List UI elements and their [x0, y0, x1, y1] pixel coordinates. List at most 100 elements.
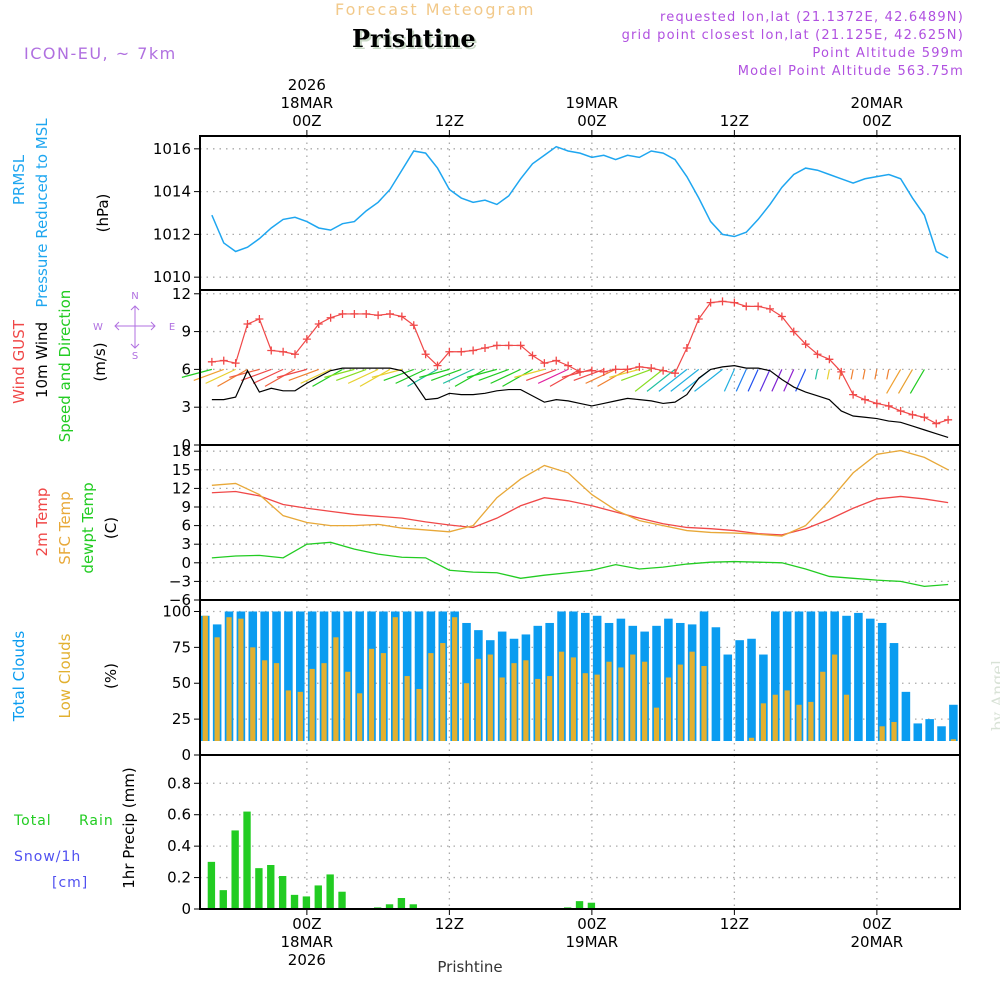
low-clouds-bar — [642, 661, 648, 741]
wind-direction-arrow — [419, 368, 450, 378]
low-clouds-bar — [357, 693, 363, 741]
wind-gust-marker — [742, 302, 751, 311]
total-clouds-bar — [462, 622, 471, 741]
wind-speed-line — [211, 365, 949, 439]
wind-direction-arrow — [694, 368, 723, 392]
wind-gust-marker — [397, 312, 406, 321]
wind-direction-arrow — [407, 368, 438, 387]
wind-direction-arrow — [909, 369, 925, 394]
precip-bar — [231, 830, 239, 909]
low-clouds-bar — [665, 677, 672, 741]
wind-direction-arrow — [814, 369, 819, 380]
low-clouds-bar — [772, 694, 778, 741]
wind-direction-arrow — [300, 368, 331, 384]
station-name: Prishtine — [352, 24, 476, 53]
total-clouds-bar — [652, 625, 661, 741]
total-clouds-bar — [949, 704, 958, 741]
y-tick-label: 12 — [172, 479, 191, 497]
wind-gust-marker — [528, 351, 537, 360]
x-tick-label-bottom: 00Z — [577, 915, 606, 933]
wind-gust-marker — [944, 415, 953, 424]
wind-gust-marker — [706, 298, 715, 307]
low-clouds-bar — [535, 678, 541, 741]
wind-gust-marker — [576, 367, 584, 376]
total-clouds-bar — [735, 640, 744, 741]
total-clouds-bar — [284, 611, 293, 741]
y-tick-label: 0 — [181, 436, 191, 454]
wind-gust-marker — [338, 309, 347, 318]
precip-bar — [385, 904, 394, 909]
total-clouds-bar — [771, 611, 780, 741]
wind-gust-marker — [457, 347, 466, 356]
wind-direction-arrow — [771, 369, 783, 392]
wind-direction-arrow — [526, 368, 557, 381]
low-clouds-bar — [262, 660, 268, 741]
wind-direction-arrow — [324, 368, 355, 378]
low-clouds-bar — [285, 690, 292, 741]
low-clouds-bar — [820, 671, 826, 741]
x-tick-label-bottom: 12Z — [435, 915, 464, 933]
wind-gust-label: Wind GUST — [10, 319, 28, 404]
low-clouds-bar — [416, 688, 422, 741]
wind-gust-marker — [492, 341, 501, 350]
wind-gust-marker — [611, 365, 620, 374]
wind-gust-marker — [754, 302, 763, 311]
total-clouds-bar — [782, 611, 792, 741]
wind-gust-marker — [718, 297, 727, 306]
wind-direction-arrow — [478, 368, 509, 381]
x-tick-label-top: 00Z — [292, 112, 321, 130]
low-clouds-bar — [689, 651, 695, 741]
low-clouds-bar — [558, 651, 565, 741]
panel-clouds: 0 25 50 75 100 — [162, 599, 961, 764]
point-altitude: Point Altitude 599m — [812, 46, 964, 61]
low-clouds-bar — [321, 663, 327, 741]
compass-north: N — [131, 291, 138, 302]
wind-10m-label: 10m Wind — [33, 322, 51, 398]
wind-direction-arrow — [850, 369, 854, 380]
wind-direction-arrow — [181, 368, 213, 378]
wind-direction-arrow — [383, 368, 414, 381]
precip-bar — [326, 874, 334, 909]
low-clouds-bar — [582, 673, 588, 741]
low-clouds-bar — [760, 703, 767, 741]
y-tick-label: −3 — [169, 572, 191, 590]
precip-bar — [243, 811, 251, 909]
low-clouds-bar — [404, 676, 410, 741]
wind-gust-marker — [362, 309, 371, 318]
total-clouds-bar — [937, 726, 946, 741]
wind-speed-direction-label: Speed and Direction — [56, 290, 74, 443]
wind-gust-marker — [540, 359, 549, 368]
x-tick-label-bottom: 20MAR — [851, 933, 904, 951]
precip-bar — [278, 876, 287, 909]
temp-unit-label: (C) — [102, 517, 120, 539]
wind-direction-arrow — [252, 368, 284, 384]
wind-direction-arrow — [276, 368, 308, 378]
wind-gust-marker — [564, 361, 573, 370]
low-clouds-bar — [547, 676, 553, 741]
y-tick-label: −6 — [169, 591, 191, 609]
wind-direction-arrow — [597, 368, 628, 387]
wind-direction-arrow — [609, 368, 640, 378]
wind-direction-arrow — [371, 368, 403, 378]
wind-unit-label: (m/s) — [91, 342, 109, 381]
meteogram-title: Forecast Meteogram — [335, 0, 536, 19]
compass-south: S — [132, 351, 138, 362]
wind-gust-marker — [849, 390, 858, 399]
wind-direction-arrow — [585, 368, 616, 384]
wind-gust-marker — [587, 366, 596, 375]
wind-direction-arrow — [241, 368, 272, 381]
wind-gust-marker — [682, 343, 691, 352]
low-clouds-bar — [392, 617, 398, 741]
precip-bar — [338, 891, 346, 909]
wind-gust-marker — [932, 419, 941, 428]
y-tick-label: 9 — [181, 323, 191, 341]
wind-gust-marker — [730, 298, 739, 307]
wind-gust-marker — [789, 327, 798, 336]
wind-gust-marker — [516, 341, 525, 350]
wind-direction-arrow — [549, 368, 581, 387]
wind-gust-marker — [694, 314, 703, 323]
compass-arrows-icon — [114, 305, 156, 349]
low-clouds-bar — [238, 618, 244, 741]
low-clouds-bar — [226, 617, 232, 741]
wind-direction-arrow — [670, 368, 700, 392]
